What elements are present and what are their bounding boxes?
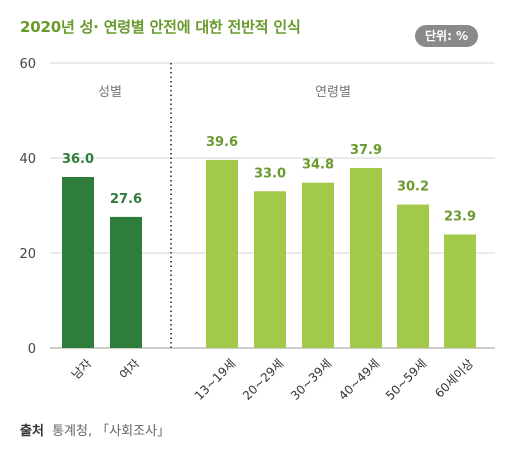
bar [350, 167, 382, 348]
bar [302, 182, 334, 348]
data-label: 27.6 [110, 192, 142, 207]
y-tick-label: 20 [19, 247, 36, 262]
source-label: 출처 [20, 424, 44, 439]
x-tick-label: 40~49세 [336, 356, 382, 402]
group-label: 연령별 [315, 85, 351, 100]
source-text: 통계청, 「사회조사」 [52, 424, 171, 439]
source-note: 출처 통계청, 「사회조사」 [20, 420, 170, 439]
x-tick-label: 여자 [117, 356, 143, 382]
x-tick-label: 20~29세 [240, 356, 286, 402]
bar [206, 159, 238, 348]
bar [254, 191, 286, 348]
y-tick-label: 60 [19, 57, 36, 72]
unit-badge: 단위: % [415, 25, 479, 47]
data-label: 36.0 [62, 152, 94, 167]
x-tick-label: 30~39세 [288, 356, 334, 402]
group-label: 성별 [98, 85, 122, 100]
bar [110, 216, 142, 348]
bar [397, 204, 429, 348]
data-label: 37.9 [350, 143, 382, 158]
data-label: 34.8 [302, 158, 334, 173]
y-tick-label: 0 [28, 342, 36, 357]
bar [444, 234, 476, 348]
data-label: 23.9 [444, 209, 476, 224]
data-label: 30.2 [397, 180, 429, 195]
x-tick-label: 남자 [69, 356, 95, 382]
x-tick-label: 13~19세 [192, 356, 238, 402]
y-tick-label: 40 [19, 152, 36, 167]
data-label: 33.0 [254, 166, 286, 181]
chart-title: 2020년 성· 연령별 안전에 대한 전반적 인식 [20, 18, 301, 36]
x-tick-label: 50~59세 [383, 356, 429, 402]
data-label: 39.6 [206, 135, 238, 150]
x-tick-label: 60세이상 [432, 356, 476, 400]
bar [62, 177, 94, 348]
